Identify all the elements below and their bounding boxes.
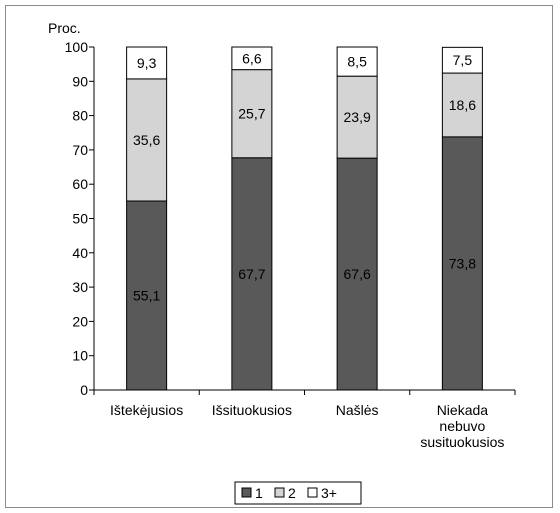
legend-label: 3+ — [321, 485, 337, 501]
data-label: 7,5 — [453, 52, 473, 68]
y-tick-label: 70 — [72, 142, 88, 158]
data-label: 35,6 — [133, 132, 160, 148]
bars: 55,1 35,6 9,3 67,7 25,7 6,6 67,6 23,9 8,5 73,8 18,… — [126, 46, 483, 391]
legend-swatch — [241, 487, 252, 498]
y-tick-label: 90 — [72, 73, 88, 89]
bar-segment — [441, 46, 483, 74]
bar-segment — [336, 75, 378, 159]
y-tick-label: 60 — [72, 176, 88, 192]
category-label: Niekada — [437, 402, 489, 418]
bar-segment — [126, 200, 168, 391]
y-tick-label: 80 — [72, 108, 88, 124]
data-label: 67,6 — [344, 266, 371, 282]
category-label: Išsituokusios — [212, 402, 292, 418]
category-label: nebuvo — [439, 418, 485, 434]
data-label: 9,3 — [137, 55, 157, 71]
legend-label: 1 — [255, 485, 263, 501]
y-tick-label: 50 — [72, 211, 88, 227]
legend-swatch — [274, 487, 285, 498]
data-label: 67,7 — [238, 266, 265, 282]
y-tick-label: 0 — [80, 382, 88, 398]
category-label: Našlės — [336, 402, 379, 418]
category-label: Ištekėjusios — [110, 402, 183, 418]
bar-segment — [441, 72, 483, 138]
data-label: 6,6 — [242, 50, 262, 66]
legend-label: 2 — [288, 485, 296, 501]
bar-segment — [231, 46, 273, 71]
y-tick-label: 30 — [72, 279, 88, 295]
y-tick-label: 40 — [72, 245, 88, 261]
data-label: 25,7 — [238, 106, 265, 122]
legend-box — [234, 481, 362, 505]
category-labels: Ištekėjusios Išsituokusios Našlės Niekadane… — [110, 402, 504, 450]
bar-segment — [126, 46, 168, 80]
category-label: susituokusios — [420, 434, 504, 450]
bar-segment — [126, 78, 168, 202]
y-tick-label: 20 — [72, 313, 88, 329]
y-axis-label: Proc. — [48, 20, 81, 36]
bar-segment — [336, 46, 378, 77]
bar-segment — [441, 136, 483, 391]
legend: 1 2 3+ — [234, 481, 362, 505]
data-label: 23,9 — [344, 109, 371, 125]
data-label: 55,1 — [133, 288, 160, 304]
legend-swatch — [307, 487, 318, 498]
data-label: 18,6 — [449, 97, 476, 113]
y-tick-label: 100 — [65, 39, 89, 55]
bar-segment — [336, 157, 378, 391]
bar-segment — [231, 69, 273, 159]
y-tick-label: 10 — [72, 348, 88, 364]
data-label: 8,5 — [347, 54, 367, 70]
data-label: 73,8 — [449, 255, 476, 271]
